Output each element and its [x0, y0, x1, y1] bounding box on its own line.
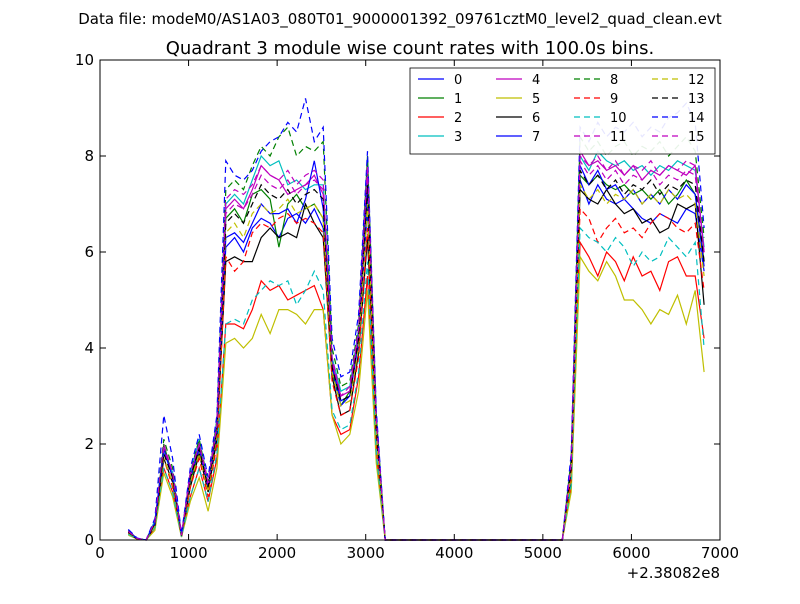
- legend-label: 13: [688, 92, 705, 107]
- legend-label: 6: [532, 111, 540, 126]
- series-line-10: [128, 226, 705, 541]
- chart-title: Quadrant 3 module wise count rates with …: [166, 38, 655, 59]
- series-line-7: [127, 160, 705, 541]
- legend-label: 1: [454, 92, 462, 107]
- series-line-5: [128, 254, 705, 541]
- legend-label: 9: [610, 92, 618, 107]
- axes-frame: [99, 59, 721, 541]
- x-tick-label: 1000: [169, 544, 207, 562]
- legend-label: 11: [610, 130, 627, 145]
- legend-label: 10: [610, 111, 627, 126]
- series-line-0: [127, 179, 705, 541]
- series-line-12: [127, 182, 705, 541]
- series-line-11: [127, 158, 705, 541]
- series-line-9: [127, 207, 705, 541]
- x-tick-label: 5000: [524, 544, 562, 562]
- legend-label: 12: [688, 73, 705, 88]
- series-line-1: [127, 173, 705, 541]
- legend-label: 5: [532, 92, 540, 107]
- y-tick-label: 8: [84, 147, 94, 165]
- y-tick-label: 6: [84, 243, 94, 261]
- legend-label: 8: [610, 73, 618, 88]
- y-tick-label: 0: [84, 531, 94, 549]
- legend-label: 7: [532, 130, 540, 145]
- series-line-2: [128, 240, 705, 541]
- y-tick-label: 4: [84, 339, 94, 357]
- legend-label: 4: [532, 73, 540, 88]
- y-tick-label: 2: [84, 435, 94, 453]
- x-tick-label: 2000: [258, 544, 296, 562]
- x-tick-label: 6000: [612, 544, 650, 562]
- series-line-3: [127, 150, 705, 541]
- x-tick-label: 4000: [435, 544, 473, 562]
- legend-label: 2: [454, 111, 462, 126]
- x-tick-label: 0: [95, 544, 105, 562]
- legend-label: 15: [688, 130, 705, 145]
- legend-box: [409, 67, 716, 155]
- series-layer: [127, 98, 705, 541]
- x-tick-label: 3000: [347, 544, 385, 562]
- series-line-15: [127, 154, 705, 541]
- x-offset-label: +2.38082e8: [627, 564, 720, 582]
- x-tick-label: 7000: [701, 544, 739, 562]
- series-line-13: [127, 168, 705, 541]
- legend-label: 0: [454, 73, 462, 88]
- legend-label: 3: [454, 130, 462, 145]
- series-line-6: [127, 188, 705, 541]
- legend-label: 14: [688, 111, 705, 126]
- y-tick-label: 10: [75, 51, 94, 69]
- data-file-label: Data file: modeM0/AS1A03_080T01_90000013…: [78, 10, 722, 29]
